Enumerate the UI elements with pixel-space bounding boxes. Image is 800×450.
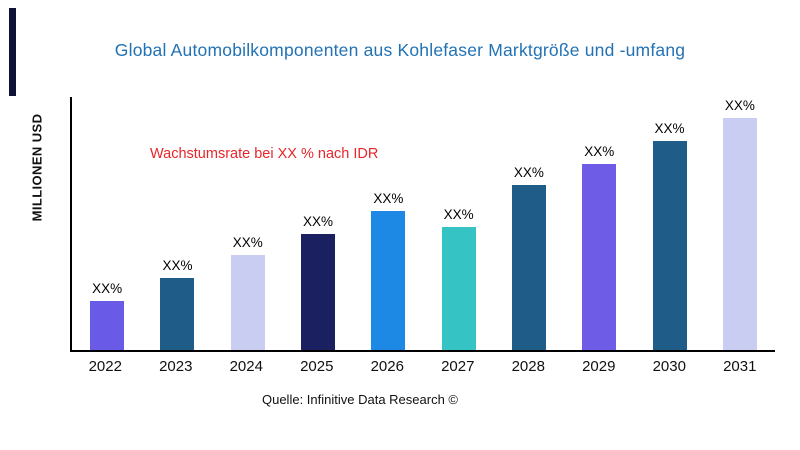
bar-value-label: XX% [513, 165, 544, 180]
bar-2023 [160, 278, 195, 350]
bar-value-label: XX% [724, 98, 755, 113]
bar-slot-2025: XX% [283, 97, 353, 350]
x-tick-2027: 2027 [441, 358, 475, 375]
bar-2025 [301, 234, 336, 350]
bar-2031 [722, 118, 757, 350]
x-tick-2024: 2024 [229, 358, 263, 375]
bar-value-label: XX% [162, 258, 193, 273]
bar-2022 [90, 301, 125, 350]
bar-slot-2026: XX% [353, 97, 423, 350]
source-attribution: Quelle: Infinitive Data Research © [261, 392, 458, 407]
bar-value-label: XX% [373, 191, 404, 206]
bar-value-label: XX% [654, 121, 685, 136]
bar-2029 [582, 164, 617, 350]
x-tick-2028: 2028 [511, 358, 545, 375]
x-tick-2025: 2025 [300, 358, 334, 375]
bar-2026 [371, 211, 406, 350]
bar-slot-2028: XX% [494, 97, 564, 350]
bar-slot-2029: XX% [564, 97, 634, 350]
bar-2027 [441, 227, 476, 350]
accent-bar [9, 8, 16, 96]
x-tick-2031: 2031 [723, 358, 757, 375]
x-tick-2026: 2026 [370, 358, 404, 375]
growth-rate-annotation: Wachstumsrate bei XX % nach IDR [150, 146, 379, 162]
x-axis-ticks: 2022 2023 2024 2025 2026 2027 2028 2029 2030 2031 [70, 358, 775, 375]
bar-value-label: XX% [232, 235, 263, 250]
bar-slot-2030: XX% [634, 97, 704, 350]
bar-slot-2022: XX% [72, 97, 142, 350]
x-tick-2030: 2030 [652, 358, 686, 375]
bar-value-label: XX% [92, 281, 123, 296]
x-tick-2029: 2029 [582, 358, 616, 375]
bar-2028 [511, 185, 546, 350]
bar-value-label: XX% [443, 207, 474, 222]
bar-value-label: XX% [584, 144, 615, 159]
bar-slot-2024: XX% [213, 97, 283, 350]
chart-title: Global Automobilkomponenten aus Kohlefas… [114, 40, 686, 60]
x-tick-2023: 2023 [159, 358, 193, 375]
bar-2024 [230, 255, 265, 350]
bar-2030 [652, 141, 687, 350]
x-tick-2022: 2022 [88, 358, 122, 375]
bar-slot-2031: XX% [705, 97, 775, 350]
bar-plot: XX% XX% XX% XX% XX% XX% XX% XX% XX% XX% [70, 97, 775, 352]
bar-slot-2027: XX% [423, 97, 493, 350]
bar-value-label: XX% [303, 214, 334, 229]
bar-slot-2023: XX% [142, 97, 212, 350]
y-axis-label: MILLIONEN USD [29, 113, 45, 222]
